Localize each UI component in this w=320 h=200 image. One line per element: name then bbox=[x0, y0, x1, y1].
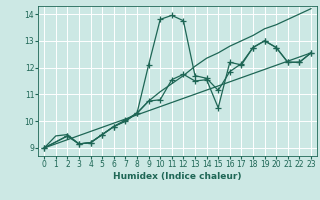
X-axis label: Humidex (Indice chaleur): Humidex (Indice chaleur) bbox=[113, 172, 242, 181]
